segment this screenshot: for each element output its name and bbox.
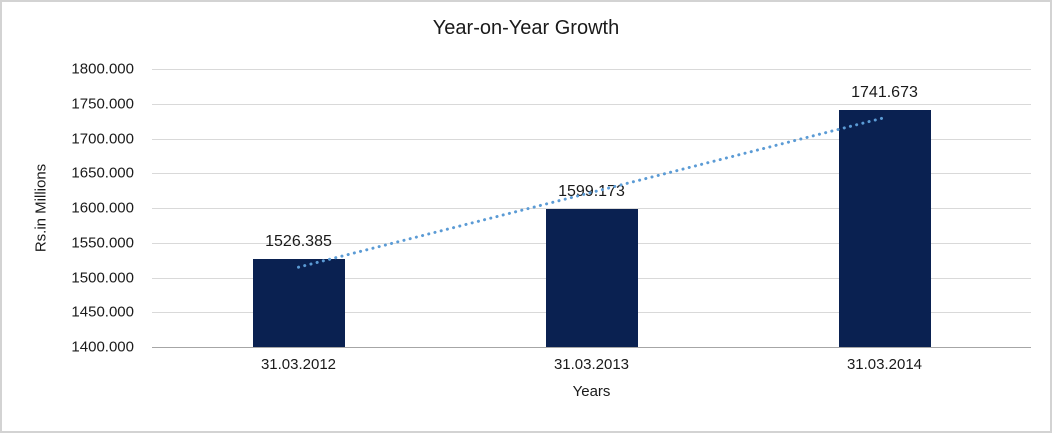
x-axis-tick-labels: 31.03.2012 31.03.2013 31.03.2014 <box>152 356 1031 373</box>
bar-value-label: 1741.673 <box>851 83 918 101</box>
y-axis-tick-labels: 1400.000 1450.000 1500.000 1550.000 1600.000… <box>2 61 152 356</box>
x-tick-label: 31.03.2014 <box>846 356 923 373</box>
y-tick-label: 1700.000 <box>71 130 134 147</box>
gridline <box>152 69 1031 70</box>
gridline <box>152 103 1031 105</box>
bar-value-label: 1599.173 <box>558 182 625 200</box>
y-tick-label: 1800.000 <box>71 60 134 78</box>
bar-value-label: 1526.385 <box>265 233 332 251</box>
y-tick-label: 1750.000 <box>71 95 134 113</box>
y-tick-label: 1650.000 <box>71 164 134 182</box>
x-tick-label: 31.03.2013 <box>553 356 630 373</box>
y-tick-label: 1450.000 <box>71 303 134 321</box>
x-axis-title: Years <box>572 383 611 400</box>
bar <box>252 259 345 347</box>
bar <box>838 109 931 347</box>
bar <box>545 208 638 347</box>
y-tick-label: 1600.000 <box>71 199 134 217</box>
y-tick-label: 1400.000 <box>71 338 134 356</box>
bar-series: 1526.385 1599.173 1741.673 <box>152 69 1031 347</box>
x-tick-label: 31.03.2012 <box>260 356 337 373</box>
plot-area: 1526.385 1599.173 1741.673 <box>152 69 1031 348</box>
chart-title: Year-on-Year Growth <box>432 17 620 39</box>
y-tick-label: 1500.000 <box>71 269 134 286</box>
y-tick-label: 1550.000 <box>71 234 134 252</box>
